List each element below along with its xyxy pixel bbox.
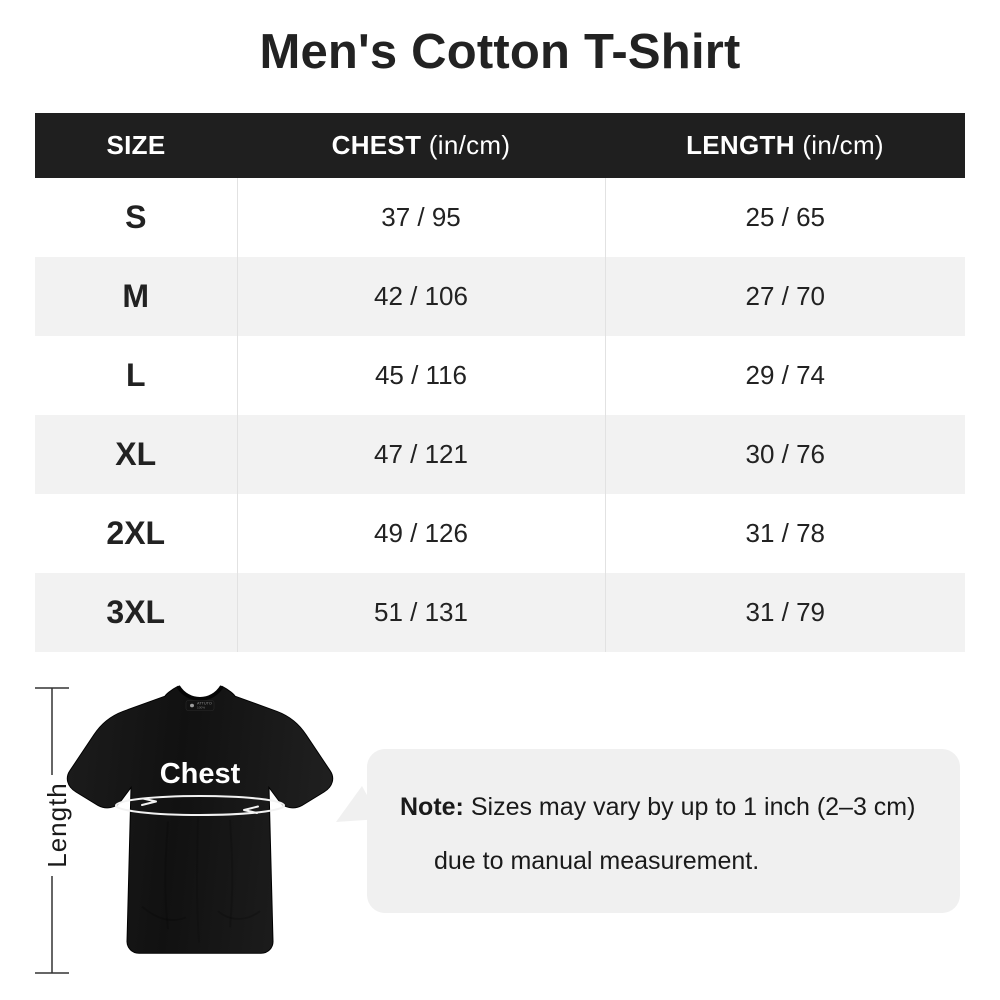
svg-text:100%: 100% xyxy=(197,706,205,710)
svg-text:Chest: Chest xyxy=(160,758,241,790)
